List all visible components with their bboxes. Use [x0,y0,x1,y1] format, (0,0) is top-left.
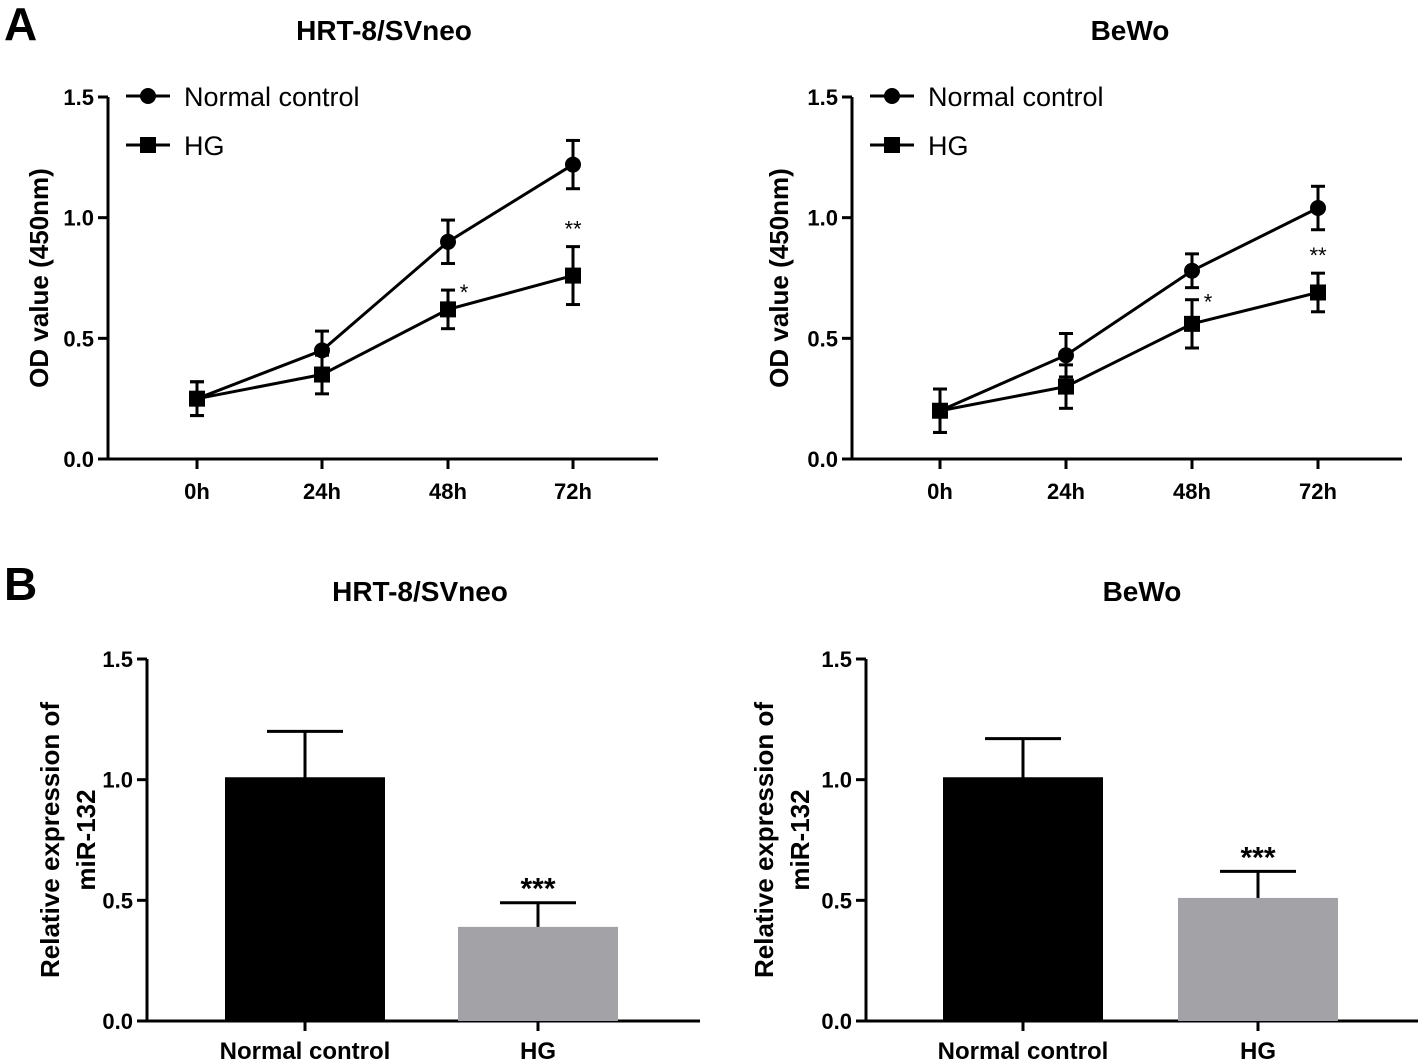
significance-label: ** [1309,243,1327,268]
y-tick-label: 1.0 [63,206,94,231]
y-tick-label: 1.5 [102,647,133,672]
data-point-circle [1184,262,1200,279]
legend-label: Normal control [928,82,1104,112]
x-tick-label: 0h [184,479,210,504]
bar-normal-control [943,777,1103,1021]
y-tick-label: 1.0 [102,768,133,793]
x-tick-label: 48h [429,479,467,504]
legend-marker-circle [884,88,900,104]
line-chart-hrt8: HRT-8/SVneo 0.0 0.5 1.0 1.5 OD value (450nm) 0… [24,15,658,504]
legend-label: HG [184,131,225,161]
x-tick-label: Normal control [220,1038,391,1063]
chart-title: BeWo [1103,576,1182,607]
data-point-square [565,267,581,284]
series-line-hg [939,291,1319,413]
data-point-circle [1058,347,1074,364]
x-tick-label: HG [1240,1038,1276,1063]
x-tick-label: 0h [927,479,953,504]
series-line-normal-control [196,163,574,401]
legend-marker-circle [140,88,156,104]
significance-label: ** [564,217,582,242]
panel-letter-a: A [4,0,37,50]
data-point-square [1184,315,1200,332]
data-point-square [1310,284,1326,301]
data-point-square [314,366,330,383]
y-tick-label: 1.5 [821,647,852,672]
y-tick-label: 0.0 [821,1009,852,1034]
y-axis-label-line: Relative expression of [35,702,65,978]
bar-chart-hrt8: HRT-8/SVneo 0.0 0.5 1.0 1.5 Relative expressi… [35,576,700,1063]
data-point-circle [565,156,581,173]
bar-hg [1178,897,1338,1021]
chart-title: BeWo [1091,15,1170,46]
significance-label: * [1204,290,1213,315]
legend-label: Normal control [184,82,360,112]
y-tick-label: 0.5 [821,888,852,913]
data-point-circle [440,233,456,250]
y-tick-label: 1.5 [807,85,838,110]
data-point-square [932,402,948,419]
y-axis-label-line: Relative expression of [749,702,779,978]
x-tick-label: 24h [303,479,341,504]
y-tick-label: 0.5 [807,326,838,351]
y-axis-label: OD value (450nm) [764,168,794,388]
y-tick-label: 0.0 [102,1009,133,1034]
y-axis-label-line: miR-132 [71,789,101,890]
series-line-hg [196,274,574,401]
significance-label: * [460,280,469,305]
y-tick-label: 1.5 [63,85,94,110]
x-tick-label: 48h [1173,479,1211,504]
line-chart-bewo: BeWo 0.0 0.5 1.0 1.5 OD value (450nm) 0h 24h 48h… [764,15,1402,504]
series-line-normal-control [939,206,1319,413]
data-point-circle [1310,200,1326,217]
legend-label: HG [928,131,969,161]
y-axis-label-line: miR-132 [785,789,815,890]
x-tick-label: 72h [1299,479,1337,504]
data-point-square [440,301,456,318]
y-tick-label: 0.0 [63,447,94,472]
y-tick-label: 0.0 [807,447,838,472]
bar-normal-control [225,777,385,1021]
bar-chart-bewo: BeWo 0.0 0.5 1.0 1.5 Relative expression of mi… [749,576,1418,1063]
y-axis-label: OD value (450nm) [24,168,54,388]
x-tick-label: HG [520,1038,556,1063]
panel-letter-b: B [4,558,37,610]
chart-title: HRT-8/SVneo [332,576,508,607]
y-tick-label: 1.0 [807,206,838,231]
data-point-square [189,390,205,407]
data-point-square [1058,378,1074,395]
legend-marker-square [140,137,156,153]
significance-label: *** [1240,841,1275,874]
bar-hg [458,926,618,1021]
chart-title: HRT-8/SVneo [296,15,472,46]
legend-marker-square [884,137,900,153]
x-tick-label: Normal control [938,1038,1109,1063]
x-tick-label: 72h [554,479,592,504]
significance-label: *** [520,873,555,906]
y-tick-label: 1.0 [821,768,852,793]
y-tick-label: 0.5 [63,326,94,351]
x-tick-label: 24h [1047,479,1085,504]
y-tick-label: 0.5 [102,888,133,913]
